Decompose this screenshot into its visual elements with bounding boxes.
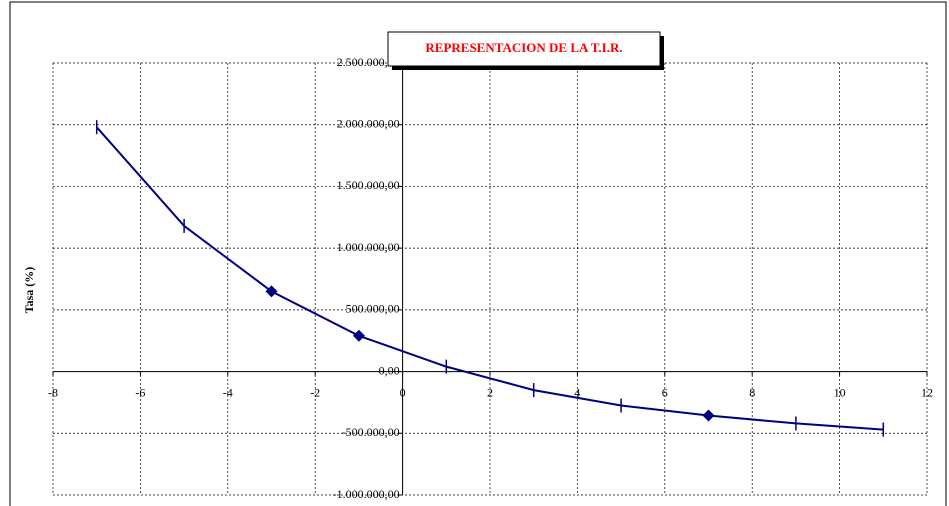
x-tick-label: -2 [310,385,320,399]
title-box [387,31,661,67]
y-tick-label: 1.500.000,00 [337,178,400,192]
point-marker [702,409,715,422]
y-tick-label: -500.000,00 [342,425,400,439]
y-tick-label: -1.000.000,00 [333,487,400,501]
y-axis-label: Tasa (%) [22,267,36,314]
x-tick-label: 12 [921,385,933,399]
chart-area [9,1,947,506]
x-tick-label: -6 [135,385,145,399]
x-tick-label: 6 [662,385,668,399]
x-tick-label: 4 [574,385,580,399]
x-tick-label: 10 [834,385,846,399]
x-tick-label: -8 [48,385,58,399]
x-tick-label: 8 [749,385,755,399]
y-tick-label: 1.000.000,00 [337,240,400,254]
y-tick-label: 2.500.000,00 [337,55,400,69]
series-line [95,126,884,431]
y-tick-label: 0,00 [379,363,400,377]
point-marker [352,329,365,342]
x-tick-label: -4 [223,385,233,399]
y-tick-label: 500.000,00 [346,302,400,316]
y-tick-label: 2.000.000,00 [337,116,400,130]
chart-title: REPRESENTACION DE LA T.I.R. [425,40,622,55]
plot: -1.000.000,00 -500.000,00 0,00 500.000,00 1.… [48,55,933,501]
point-marker [265,285,278,298]
x-tick-label: 2 [487,385,493,399]
